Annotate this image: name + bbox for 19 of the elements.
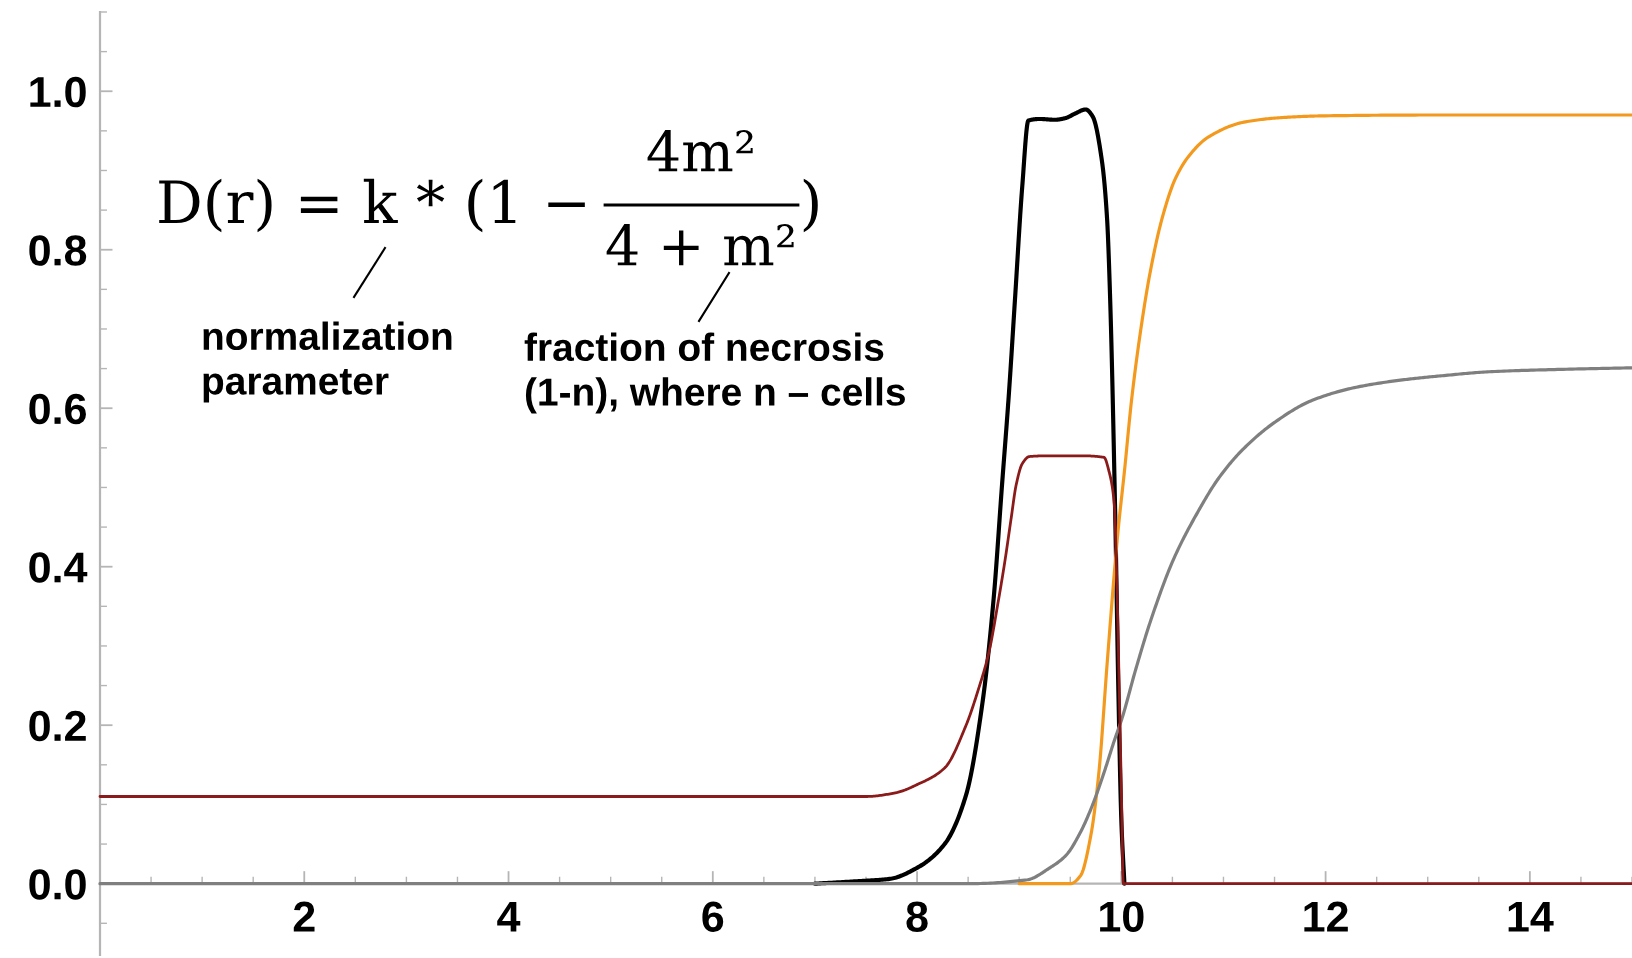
- x-tick-label: 6: [702, 901, 724, 932]
- y-tick-label: 0.2: [29, 710, 86, 742]
- x-tick-label: 8: [906, 901, 928, 932]
- annotation: normalization parameter: [203, 321, 452, 403]
- y-tick-label: 0.6: [29, 393, 86, 425]
- annotation: ): [803, 178, 818, 233]
- y-tick-label: 0.0: [29, 869, 86, 900]
- annotation: fraction of necrosis (1-n), where n – cells: [524, 332, 905, 414]
- x-tick-label: 4: [497, 901, 521, 932]
- y-tick-label: 1.0: [30, 76, 86, 108]
- annotation: 4m²: [647, 130, 753, 172]
- y-tick-label: 0.4: [29, 552, 88, 583]
- x-tick-label: 12: [1304, 901, 1348, 932]
- x-tick-label: 2: [293, 901, 315, 932]
- annotation: 4 + m²: [606, 224, 794, 266]
- x-tick-label: 10: [1100, 901, 1144, 932]
- y-tick-label: 0.8: [29, 235, 87, 266]
- annotation: D(r) = k * (1 −: [159, 178, 585, 233]
- x-tick-label: 14: [1508, 901, 1554, 932]
